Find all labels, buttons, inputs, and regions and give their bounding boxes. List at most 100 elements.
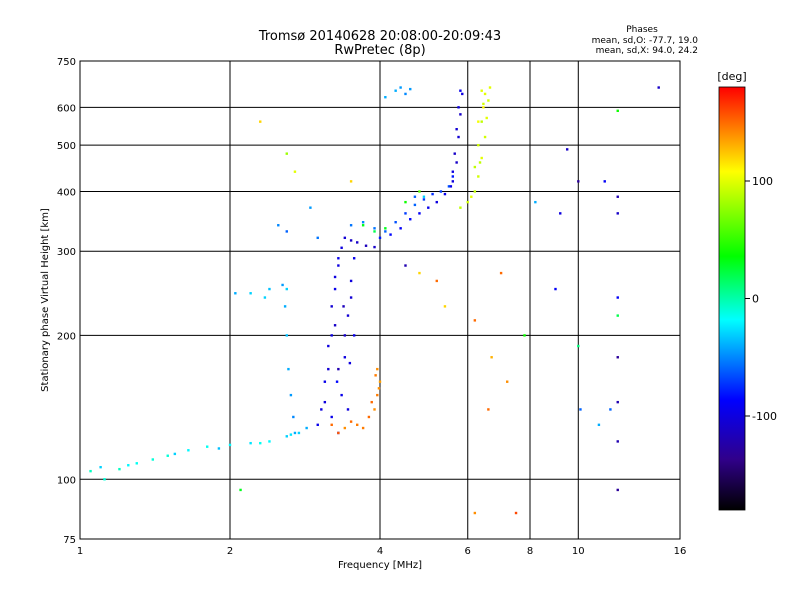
- data-point: [305, 426, 308, 430]
- data-point: [394, 89, 397, 92]
- data-point: [466, 200, 469, 204]
- data-point: [451, 180, 455, 183]
- y-axis-label: Stationary phase Virtual Height [km]: [40, 208, 51, 392]
- data-point: [364, 244, 368, 247]
- data-point: [103, 478, 106, 481]
- data-point: [330, 415, 333, 419]
- y-tick-label: 600: [57, 103, 76, 114]
- data-point: [268, 440, 271, 443]
- data-point: [418, 190, 421, 193]
- data-point: [431, 192, 434, 196]
- data-point: [480, 156, 483, 160]
- data-point: [348, 361, 352, 365]
- y-tick-label: 500: [57, 141, 76, 152]
- data-point: [427, 206, 430, 209]
- data-point: [330, 305, 333, 308]
- data-point: [597, 423, 601, 427]
- chart-subtitle: RwPretec (8p): [334, 43, 425, 58]
- data-point: [337, 264, 340, 267]
- data-point: [505, 380, 509, 383]
- data-point: [451, 175, 455, 178]
- data-point: [373, 230, 376, 233]
- data-point: [217, 447, 221, 450]
- data-point: [477, 143, 480, 147]
- data-point: [361, 221, 365, 224]
- data-point: [443, 305, 447, 308]
- data-point: [289, 433, 293, 436]
- data-point: [283, 305, 287, 308]
- data-point: [616, 195, 619, 198]
- data-point: [374, 374, 377, 377]
- data-point: [384, 230, 387, 233]
- data-point: [292, 415, 295, 419]
- x-tick-label: 8: [527, 546, 533, 557]
- y-tick-label: 300: [57, 247, 76, 258]
- data-point: [99, 465, 102, 469]
- colorbar-tick-label: 100: [752, 175, 773, 188]
- y-tick-label: 100: [57, 475, 76, 486]
- data-point: [447, 185, 451, 188]
- data-point: [418, 212, 421, 215]
- x-tick-label: 16: [674, 546, 687, 557]
- data-point: [404, 200, 407, 204]
- data-point: [330, 423, 333, 427]
- data-point: [349, 279, 353, 283]
- data-point: [461, 92, 464, 96]
- data-point: [234, 292, 237, 295]
- data-point: [534, 200, 537, 204]
- data-point: [349, 239, 353, 242]
- data-point: [293, 431, 297, 435]
- data-point: [187, 449, 190, 452]
- data-point: [394, 221, 397, 224]
- data-point: [459, 113, 462, 116]
- data-point: [293, 170, 297, 173]
- data-point: [559, 212, 562, 215]
- y-tick-label: 75: [63, 535, 76, 546]
- data-point: [249, 292, 252, 295]
- data-point: [384, 95, 387, 99]
- data-point: [399, 227, 402, 230]
- data-point: [490, 356, 493, 359]
- data-point: [259, 120, 262, 123]
- colorbar-gradient: [719, 87, 745, 510]
- data-point: [389, 233, 392, 236]
- data-point: [337, 367, 340, 371]
- x-tick-label: 2: [227, 546, 233, 557]
- data-point: [355, 241, 359, 244]
- x-tick-label: 1: [77, 546, 83, 557]
- plot-frame: [79, 60, 681, 540]
- data-point: [609, 408, 612, 411]
- data-point: [480, 120, 483, 123]
- data-point: [343, 334, 347, 337]
- data-point: [352, 257, 356, 260]
- data-point: [657, 86, 660, 89]
- data-point: [459, 89, 462, 92]
- x-tick-label: 10: [572, 546, 585, 557]
- data-point: [323, 380, 327, 383]
- data-point: [404, 264, 407, 267]
- data-point: [361, 426, 365, 430]
- data-point: [435, 200, 438, 204]
- data-point: [285, 287, 288, 291]
- data-point: [616, 109, 619, 113]
- data-point: [404, 92, 407, 96]
- data-point: [135, 462, 138, 465]
- data-point: [409, 87, 412, 91]
- data-point: [455, 161, 458, 164]
- colorbar: [deg] 100 0 -100: [717, 70, 777, 511]
- data-point: [333, 324, 337, 327]
- data-point: [488, 86, 492, 89]
- data-point: [373, 245, 376, 249]
- data-point: [370, 400, 373, 404]
- data-point: [277, 224, 280, 227]
- data-point: [361, 224, 365, 227]
- data-point: [118, 467, 121, 471]
- data-point: [285, 152, 288, 155]
- data-point: [443, 192, 447, 196]
- y-tick-label: 200: [57, 331, 76, 342]
- data-point: [485, 116, 488, 120]
- data-point: [367, 415, 371, 419]
- data-point: [289, 393, 293, 397]
- data-point: [173, 452, 177, 456]
- data-point: [554, 287, 557, 291]
